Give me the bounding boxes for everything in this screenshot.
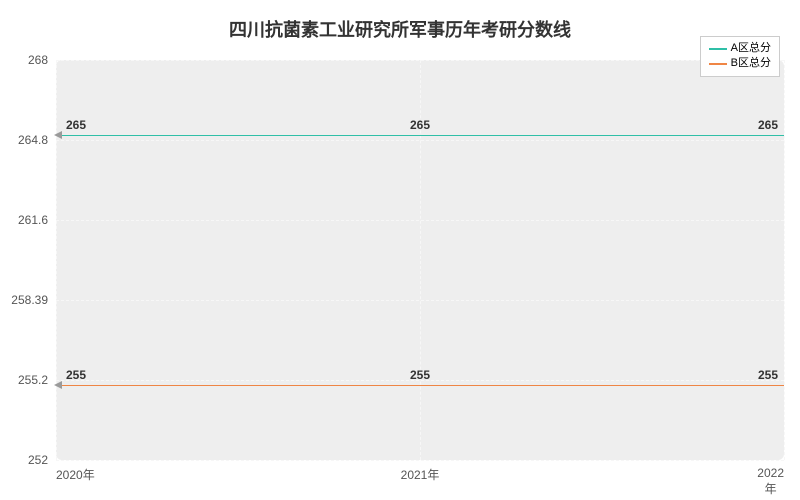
y-tick-label: 264.8 [0,133,48,147]
series-line [56,385,784,386]
legend-label: B区总分 [731,56,771,71]
chart-title: 四川抗菌素工业研究所军事历年考研分数线 [0,16,800,42]
data-label: 265 [64,118,88,132]
data-label: 255 [756,368,780,382]
data-label: 265 [756,118,780,132]
legend-swatch-icon [709,63,727,65]
series-arrow-icon [54,131,62,139]
line-chart: 252 255.2 258.39 261.6 264.8 268 2020年 2021年 202… [0,0,800,500]
gridline-h [56,460,784,461]
gridline-v [56,60,57,460]
y-tick-label: 268 [0,53,48,67]
y-tick-label: 258.39 [0,293,48,307]
gridline-v [784,60,785,460]
y-tick-label: 252 [0,453,48,467]
legend-swatch-icon [709,48,727,50]
data-label: 255 [408,368,432,382]
legend-item: A区总分 [709,41,771,56]
x-tick-label: 2020年 [56,466,95,483]
y-tick-label: 255.2 [0,373,48,387]
y-tick-label: 261.6 [0,213,48,227]
legend: A区总分B区总分 [700,36,780,77]
x-tick-label: 2021年 [401,466,440,483]
series-arrow-icon [54,381,62,389]
series-line [56,135,784,136]
data-label: 265 [408,118,432,132]
legend-label: A区总分 [731,41,771,56]
data-label: 255 [64,368,88,382]
legend-item: B区总分 [709,56,771,71]
x-tick-label: 2022年 [757,466,784,497]
